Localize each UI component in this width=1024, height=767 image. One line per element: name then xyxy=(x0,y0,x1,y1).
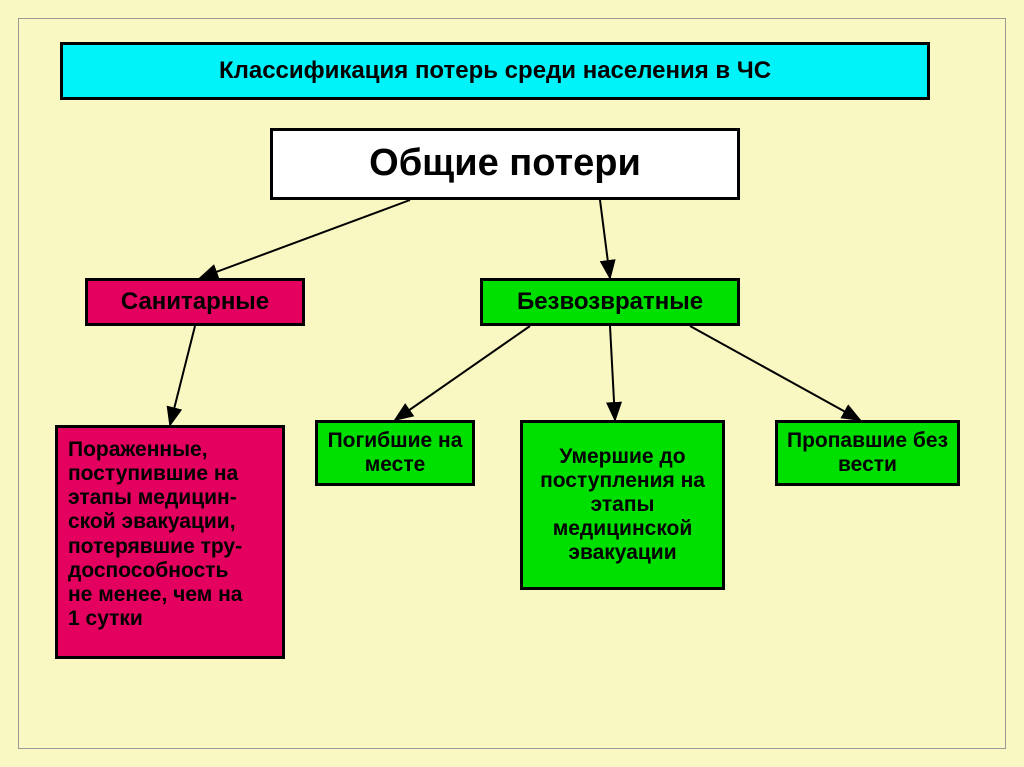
category-sanitary-text: Санитарные xyxy=(121,288,269,316)
leaf-affected-text: Пораженные,поступившие наэтапы медицин-с… xyxy=(68,438,242,631)
category-irrecoverable-text: Безвозвратные xyxy=(517,288,703,316)
leaf-killed-text: Погибшие на месте xyxy=(326,429,464,477)
leaf-missing: Пропавшие без вести xyxy=(775,420,960,486)
root-node: Общие потери xyxy=(270,128,740,200)
category-irrecoverable: Безвозвратные xyxy=(480,278,740,326)
leaf-affected: Пораженные,поступившие наэтапы медицин-с… xyxy=(55,425,285,659)
title-box: Классификация потерь среди населения в Ч… xyxy=(60,42,930,100)
title-text: Классификация потерь среди населения в Ч… xyxy=(219,57,771,85)
root-text: Общие потери xyxy=(369,142,641,186)
leaf-killed: Погибшие на месте xyxy=(315,420,475,486)
leaf-died: Умершие до поступления на этапы медицинс… xyxy=(520,420,725,590)
leaf-died-text: Умершие до поступления на этапы медицинс… xyxy=(531,445,714,566)
diagram-canvas: Классификация потерь среди населения в Ч… xyxy=(0,0,1024,767)
category-sanitary: Санитарные xyxy=(85,278,305,326)
leaf-missing-text: Пропавшие без вести xyxy=(786,429,949,477)
